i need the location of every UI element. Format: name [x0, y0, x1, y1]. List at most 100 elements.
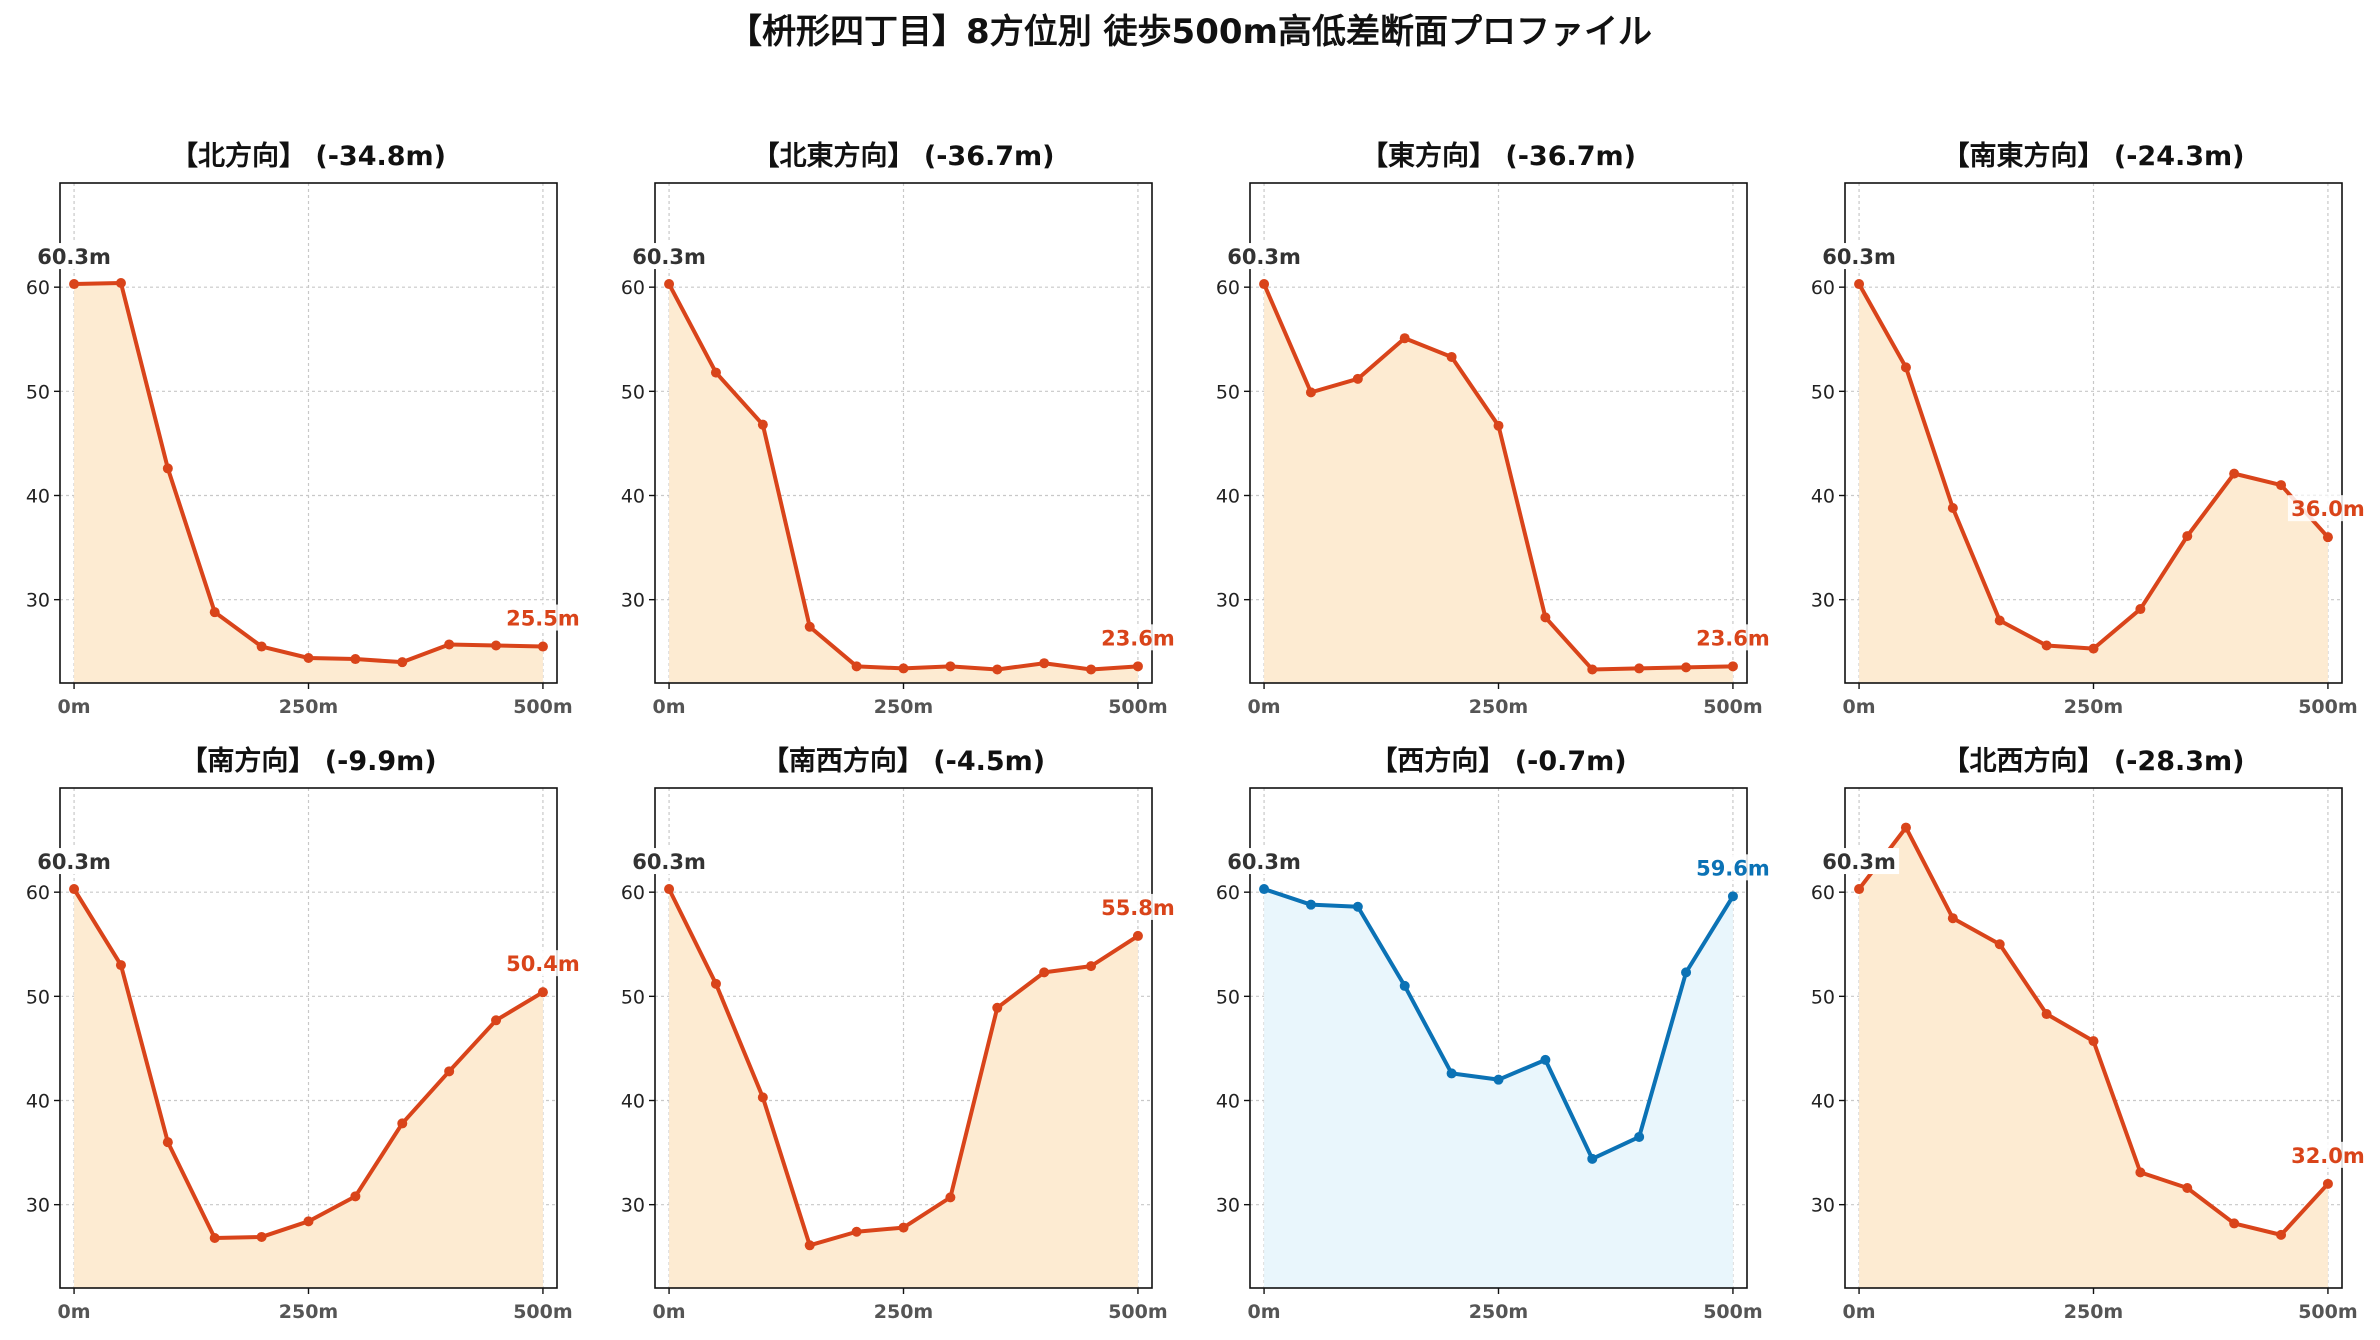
elevation-area [74, 889, 543, 1288]
data-point [1352, 373, 1363, 384]
data-point [1399, 333, 1410, 344]
data-point [1493, 420, 1504, 431]
data-point [209, 1233, 220, 1243]
panel-title: 【北方向】 (-34.8m) [171, 140, 446, 172]
data-point [537, 987, 548, 998]
x-tick-label: 0m [58, 1301, 91, 1323]
data-point [757, 419, 768, 430]
data-point [2182, 531, 2193, 542]
panel-title: 【北西方向】 (-28.3m) [1942, 745, 2244, 777]
data-point [209, 607, 220, 618]
data-point [1994, 939, 2005, 950]
data-point [1493, 1074, 1504, 1085]
end-elevation-label: 23.6m [1696, 626, 1770, 650]
end-elevation-label: 59.6m [1696, 856, 1770, 880]
data-point [256, 1231, 267, 1242]
data-point [2135, 1167, 2146, 1178]
elevation-area [669, 284, 1138, 683]
end-elevation-label: 23.6m [1101, 626, 1175, 650]
data-point [1947, 503, 1958, 513]
x-tick-label: 500m [513, 1301, 572, 1323]
x-tick-label: 0m [58, 696, 91, 718]
x-tick-label: 0m [653, 696, 686, 718]
y-tick-label: 50 [26, 381, 50, 403]
start-label-bg [629, 243, 710, 270]
data-point [945, 661, 956, 672]
panel-title: 【東方向】 (-36.7m) [1361, 140, 1636, 172]
start-label-bg [1819, 243, 1900, 270]
x-tick-label: 250m [1469, 1301, 1528, 1323]
data-point [898, 663, 909, 674]
data-point [2322, 532, 2333, 543]
x-tick-label: 500m [513, 696, 572, 718]
data-point [1259, 279, 1270, 290]
data-point [397, 657, 408, 668]
panel-3: 【東方向】 (-36.7m) 30 40 50 60 0m 250m 500m 60.3m 23.… [1216, 140, 1773, 718]
data-point [710, 367, 721, 378]
end-elevation-label: 50.4m [506, 952, 580, 976]
data-point [444, 639, 455, 650]
y-tick-label: 40 [621, 486, 645, 508]
data-point [992, 1002, 1003, 1013]
y-tick-label: 60 [1811, 882, 1835, 904]
data-point [303, 1216, 314, 1227]
y-tick-label: 40 [1216, 486, 1240, 508]
panel-7: 【西方向】 (-0.7m) 30 40 50 60 0m 250m 500m 60.3m 59.6… [1216, 745, 1773, 1323]
x-tick-label: 250m [279, 696, 338, 718]
data-point [1634, 663, 1645, 674]
end-label-bg [2287, 1141, 2368, 1168]
x-tick-label: 500m [1703, 696, 1762, 718]
panel-title: 【北東方向】 (-36.7m) [752, 140, 1054, 172]
data-point [757, 1092, 768, 1103]
data-point [303, 653, 314, 663]
data-point [804, 621, 815, 632]
data-point [1086, 664, 1097, 675]
y-tick-label: 40 [26, 486, 50, 508]
data-point [1132, 930, 1143, 941]
data-point [1352, 901, 1363, 912]
data-point [2276, 1229, 2287, 1240]
x-tick-label: 0m [653, 1301, 686, 1323]
y-tick-label: 40 [1811, 1091, 1835, 1113]
y-tick-label: 30 [621, 590, 645, 612]
data-point [1446, 1068, 1457, 1079]
x-tick-label: 0m [1248, 1301, 1281, 1323]
data-point [1587, 1153, 1598, 1164]
data-point [2088, 643, 2099, 654]
figure-title: 【枡形四丁目】8方位別 徒歩500m高低差断面プロファイル [728, 12, 1652, 52]
start-elevation-label: 60.3m [1227, 850, 1301, 874]
end-elevation-label: 25.5m [506, 607, 580, 631]
data-point [945, 1192, 956, 1203]
data-point [2088, 1036, 2099, 1047]
start-elevation-label: 60.3m [632, 245, 706, 269]
y-tick-label: 50 [1811, 986, 1835, 1008]
end-label-bg [1097, 893, 1178, 920]
start-label-bg [1224, 848, 1305, 875]
y-tick-label: 30 [26, 590, 50, 612]
elevation-area [1859, 827, 2328, 1288]
data-point [1727, 891, 1738, 902]
data-point [1947, 913, 1958, 924]
end-label-bg [1692, 624, 1773, 651]
data-point [2135, 604, 2146, 615]
start-label-bg [1224, 243, 1305, 270]
data-point [115, 278, 126, 288]
data-point [350, 654, 361, 665]
y-tick-label: 50 [1216, 381, 1240, 403]
start-elevation-label: 60.3m [37, 245, 111, 269]
x-tick-label: 0m [1843, 1301, 1876, 1323]
panel-title: 【南東方向】 (-24.3m) [1942, 140, 2244, 172]
x-tick-label: 250m [874, 696, 933, 718]
data-point [804, 1240, 815, 1251]
start-label-bg [1819, 848, 1900, 875]
start-elevation-label: 60.3m [632, 850, 706, 874]
data-point [1994, 615, 2005, 626]
y-tick-label: 60 [1811, 277, 1835, 299]
data-point [851, 661, 862, 672]
data-point [992, 664, 1003, 675]
data-point [537, 641, 548, 652]
data-point [491, 640, 502, 651]
data-point [1132, 661, 1143, 672]
y-tick-label: 50 [1811, 381, 1835, 403]
